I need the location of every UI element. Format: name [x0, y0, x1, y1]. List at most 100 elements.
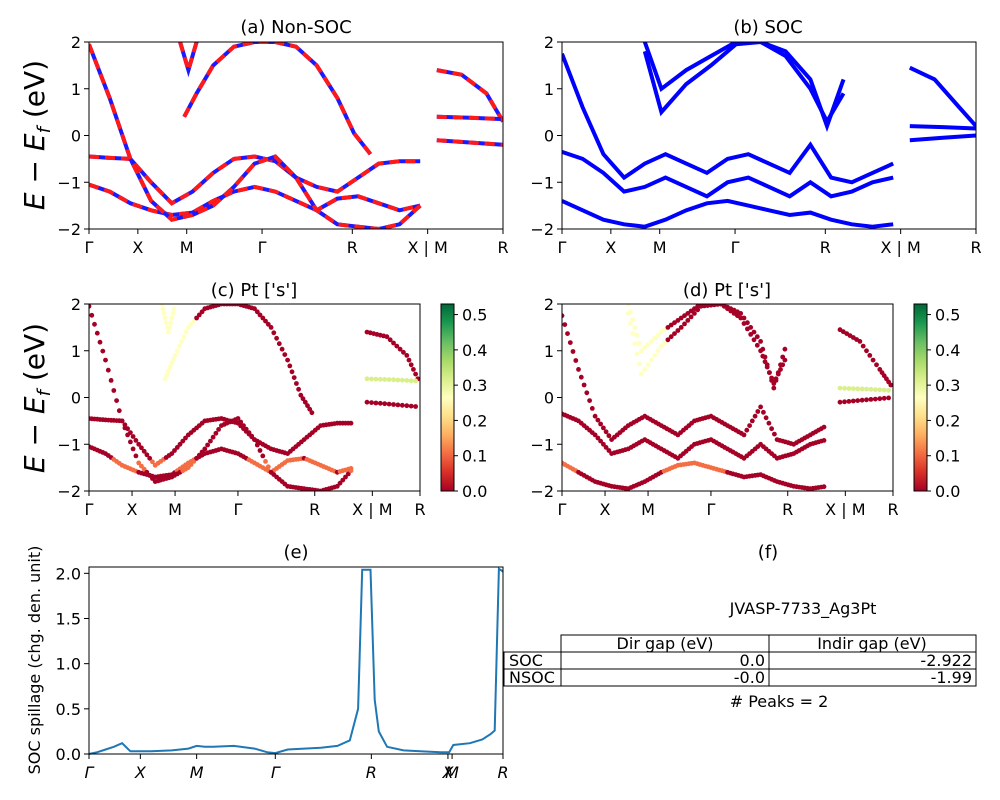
scatter-point [348, 420, 354, 426]
scatter-point [652, 353, 658, 358]
scatter-point [642, 367, 648, 372]
scatter-point [406, 357, 412, 363]
scatter-point [751, 329, 757, 335]
axes-a: −2 −1 0 1 2 Γ X M Γ R X | M R [57, 33, 508, 257]
scatter-point [337, 480, 343, 486]
band-line [436, 68, 503, 123]
scatter-point [382, 377, 388, 382]
scatter-point [672, 320, 677, 326]
x-tick-label: R [782, 500, 793, 519]
y-tick-label: 2.0 [56, 564, 81, 583]
scatter-point [630, 317, 635, 322]
x-tick-label: X [127, 500, 138, 519]
scatter-point [766, 420, 772, 426]
scatter-point [294, 381, 299, 386]
scatter-point [860, 343, 866, 349]
x-tick-label: X [605, 238, 616, 257]
scatter-point [767, 370, 772, 375]
scatter-point [271, 330, 277, 336]
x-tick-label: R [347, 238, 358, 257]
x-tick-label: Γ [233, 500, 242, 519]
scatter-point [391, 340, 396, 346]
scatter-point [285, 357, 290, 363]
scatter-point [185, 325, 191, 330]
scatter-point [859, 386, 865, 392]
scatter-point [171, 356, 176, 362]
y-tick-label: −1 [530, 173, 554, 192]
x-tick-label: Γ [706, 500, 715, 519]
scatter-point [404, 378, 410, 383]
scatter-point [754, 334, 760, 340]
band-lines [562, 42, 976, 229]
scatter-point [213, 430, 219, 436]
scatter-point [685, 311, 691, 316]
x-tick-label: M [180, 238, 194, 257]
scatter-point [133, 453, 139, 459]
scatter-point [881, 395, 887, 401]
scatter-point [741, 315, 747, 321]
scatter-point [655, 348, 661, 354]
scatter-point [649, 339, 654, 344]
scatter-point [773, 378, 779, 383]
scatter-point [576, 367, 581, 372]
y-tick-label: 0.0 [56, 745, 81, 764]
band-line [562, 198, 894, 229]
scatter-point [764, 362, 770, 368]
scatter-point [685, 318, 691, 323]
panel-c-title: (c) Pt ['s'] [211, 280, 298, 301]
scatter-point [386, 377, 392, 382]
scatter-point [601, 425, 606, 431]
scatter-point [340, 477, 346, 483]
scatter-point [603, 445, 609, 450]
scatter-point [282, 352, 288, 357]
colorbar-tick-label: 0.0 [935, 482, 960, 501]
scatter-point [745, 320, 750, 326]
scatter-point [125, 432, 130, 438]
scatter-point [302, 399, 308, 405]
scatter-point [821, 424, 827, 430]
panel-e-title: (e) [283, 542, 308, 563]
scatter-point [864, 348, 869, 354]
band-line [562, 150, 894, 199]
scatter-point [169, 315, 175, 321]
y-tick-label: 1 [71, 80, 81, 99]
x-tick-label: R [497, 238, 508, 257]
y-tick-label: 1 [544, 80, 554, 99]
scatter-point [846, 386, 852, 391]
band-line [909, 124, 976, 131]
scatter-point [645, 342, 651, 347]
x-tick-label: X | M [407, 238, 447, 257]
scatter-point [205, 442, 211, 448]
scatter-point [636, 340, 642, 346]
scatter-point [105, 367, 111, 373]
table-cell: -2.922 [920, 651, 972, 670]
table-cell: -0.0 [734, 668, 765, 687]
table-header-dir: Dir gap (eV) [617, 634, 714, 653]
scatter-point [199, 309, 205, 315]
scatter-point [174, 348, 180, 354]
band-line [182, 42, 373, 156]
scatter-point [119, 418, 125, 424]
scatter-point [630, 331, 635, 336]
scatter-point [628, 309, 633, 315]
y-tick-label: −2 [530, 482, 554, 501]
scatter-point [177, 441, 183, 447]
scatter-point [161, 311, 167, 316]
scatter-point [183, 329, 189, 335]
y-tick-label: 2 [71, 295, 81, 314]
x-tick-label: Γ [731, 238, 740, 257]
scatter-point [837, 399, 843, 405]
colorbar-tick-label: 0.5 [935, 306, 960, 325]
scatter-point [625, 304, 631, 307]
scatter-point [567, 340, 573, 345]
scatter-point [562, 322, 568, 327]
x-tick-label: M [168, 500, 182, 519]
scatter-point [752, 413, 758, 419]
scatter-point [133, 438, 139, 443]
scatter-point [216, 427, 222, 432]
scatter-point [592, 413, 598, 419]
scatter-point [872, 387, 878, 392]
scatter-point [606, 433, 612, 439]
band-line [642, 42, 846, 126]
scatter-point [749, 418, 755, 424]
